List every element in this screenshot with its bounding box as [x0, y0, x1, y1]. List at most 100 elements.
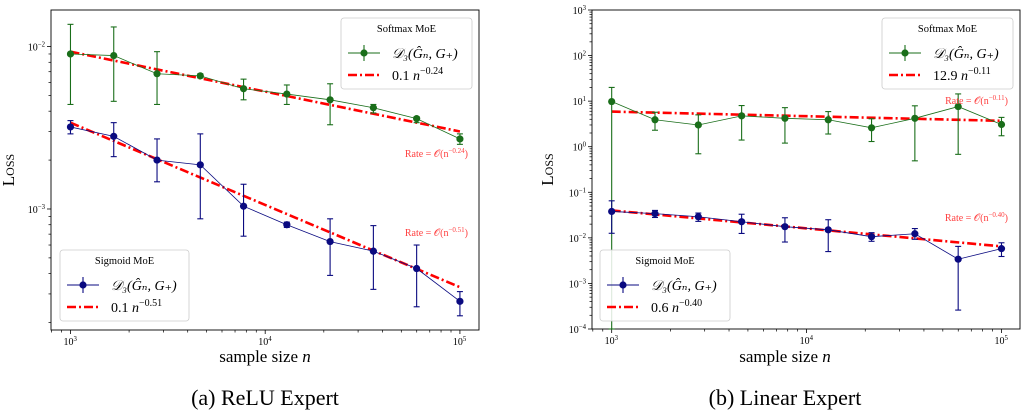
x-axis-label-var: n — [822, 347, 831, 366]
legend-label-data: 𝒟₃(Ĝₙ, G₊) — [392, 45, 458, 62]
fit-coef: 0.6 — [651, 301, 672, 316]
data-line-sigmoid — [611, 211, 1002, 260]
fit-coef: 12.9 — [933, 69, 961, 84]
x-tick-label: 103 — [605, 335, 619, 347]
data-point — [824, 226, 832, 234]
series-softmax: Rate = 𝒪(n−0.24) — [66, 23, 468, 160]
data-point — [954, 102, 962, 111]
x-tick-label-exp: 5 — [1004, 335, 1008, 342]
data-point — [456, 297, 464, 305]
fit-line-softmax — [70, 50, 461, 133]
y-axis-label: Loss — [538, 153, 557, 185]
y-tick-label: 10−3 — [569, 278, 587, 290]
legend-label-fit: 0.6 n−0.40 — [651, 298, 702, 316]
y-tick-label-base: 10 — [573, 6, 583, 17]
y-tick-label: 10−2 — [28, 42, 46, 54]
series-softmax: Rate = 𝒪(n −0.11) — [608, 86, 1008, 330]
data-point — [110, 132, 118, 140]
data-point — [239, 85, 248, 93]
x-axis-label: sample size n — [219, 347, 311, 366]
legend-marker — [901, 49, 909, 57]
data-point — [651, 116, 659, 124]
data-point — [283, 221, 291, 229]
rate-suffix: ) — [1005, 96, 1008, 107]
x-tick-label: 105 — [994, 335, 1008, 347]
y-tick-label: 101 — [573, 96, 586, 108]
data-line-softmax — [611, 101, 1002, 129]
figure-caption: (a) ReLU Expert — [191, 385, 339, 410]
y-tick-label: 103 — [573, 5, 587, 17]
axes-frame — [591, 9, 1021, 330]
data-point — [738, 112, 746, 120]
y-tick-label-exp: 2 — [583, 51, 587, 58]
rate-prefix: Rate = 𝒪(n — [405, 228, 449, 239]
legend-label-data: 𝒟₃(Ĝₙ, G₊) — [651, 277, 717, 294]
rate-exp: −0.11 — [989, 94, 1005, 102]
fit-var: n — [672, 301, 679, 316]
fit-coef: 0.1 — [111, 301, 132, 316]
rate-suffix: ) — [1005, 213, 1008, 224]
legend-sigmoid: Sigmoid MoE 𝒟₃(Ĝₙ, G₊) 0.1 n−0.51 — [59, 249, 190, 322]
x-tick-label: 104 — [800, 335, 814, 347]
rate-exp: −0.40 — [988, 211, 1005, 219]
data-point — [153, 156, 161, 164]
data-point — [326, 237, 334, 246]
x-tick-label-base: 10 — [800, 336, 810, 347]
legend-label-fit: 0.1 n−0.51 — [111, 298, 162, 316]
data-point — [110, 51, 118, 60]
legend-sigmoid: Sigmoid MoE 𝒟₃(Ĝₙ, G₊) 0.6 n−0.40 — [599, 249, 731, 322]
data-point — [694, 213, 702, 221]
data-point — [413, 115, 421, 123]
data-point — [781, 114, 789, 122]
fit-var: n — [961, 69, 968, 84]
rate-annotation: Rate = 𝒪(n−0.24) — [405, 147, 468, 160]
fit-exp: −0.24 — [420, 66, 443, 77]
data-point — [196, 72, 204, 80]
y-tick-label-exp: −2 — [579, 233, 587, 240]
data-line-softmax — [70, 53, 461, 140]
x-tick-label-exp: 5 — [463, 336, 467, 343]
fit-exp: −0.40 — [679, 298, 702, 309]
legend-title: Sigmoid MoE — [635, 256, 694, 267]
x-tick-label-base: 10 — [453, 337, 463, 348]
rate-prefix: Rate = 𝒪(n — [945, 213, 989, 224]
y-tick-label-exp: −1 — [579, 187, 586, 194]
data-point — [867, 124, 876, 132]
y-tick-label-base: 10 — [569, 279, 579, 290]
y-tick-label-exp: −3 — [38, 204, 46, 211]
x-tick-label-base: 10 — [258, 337, 268, 348]
data-point — [911, 114, 919, 122]
legend-softmax: Softmax MoE 𝒟₃(Ĝₙ, G₊) 0.1 n−0.24 — [340, 17, 473, 90]
legend-box — [881, 17, 1014, 90]
x-tick-label-exp: 4 — [268, 336, 272, 343]
y-tick-label-base: 10 — [569, 325, 579, 336]
y-tick-label-base: 10 — [28, 205, 38, 216]
rate-annotation: Rate = 𝒪(n−0.51) — [405, 226, 468, 239]
data-point — [824, 116, 832, 124]
y-tick-label-base: 10 — [573, 143, 583, 154]
series-sigmoid: Rate = 𝒪(n−0.51) — [66, 120, 468, 317]
data-point — [608, 207, 616, 216]
rate-annotation: Rate = 𝒪(n−0.11) — [945, 94, 1008, 107]
data-point — [66, 123, 75, 131]
data-point — [608, 97, 616, 106]
data-point — [651, 210, 659, 218]
legend-marker — [79, 281, 87, 289]
y-tick-label-base: 10 — [28, 43, 38, 54]
legend-box — [340, 17, 473, 90]
legend-label-fit: 0.1 n−0.24 — [392, 66, 443, 84]
rate-exp: −0.24 — [448, 147, 465, 155]
data-point — [911, 230, 919, 238]
fit-var: n — [413, 69, 420, 84]
x-axis-label-text: sample size — [219, 347, 302, 366]
y-tick-label: 10−4 — [569, 324, 587, 336]
data-point — [326, 96, 334, 104]
y-tick-label-exp: 0 — [583, 142, 587, 149]
data-point — [456, 135, 464, 143]
y-tick-label-exp: 3 — [583, 5, 587, 12]
data-point — [997, 245, 1006, 253]
data-point — [66, 50, 75, 58]
y-tick-label-base: 10 — [569, 188, 579, 199]
legend-box — [599, 249, 731, 322]
